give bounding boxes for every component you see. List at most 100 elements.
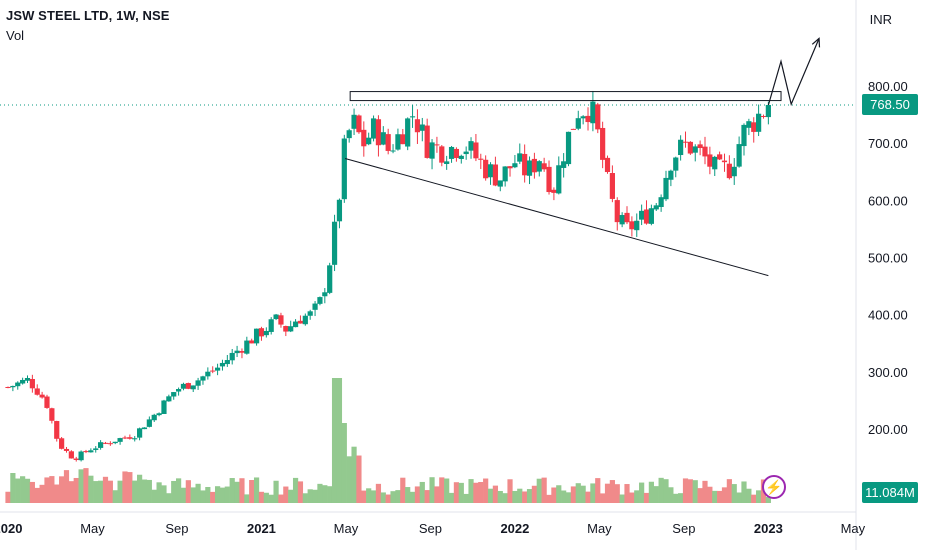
- candle-body: [268, 319, 274, 332]
- candle-body: [59, 438, 65, 449]
- y-tick-label: 300.00: [868, 365, 908, 380]
- volume-bar: [678, 493, 684, 503]
- volume-bar: [561, 490, 567, 503]
- candle-body: [741, 124, 747, 147]
- candle-body: [536, 161, 542, 172]
- candle-body: [570, 128, 576, 130]
- candle-body: [317, 297, 323, 304]
- candle-body: [10, 385, 16, 388]
- candle-body: [653, 205, 659, 210]
- x-tick-label: 2022: [500, 521, 529, 536]
- volume-bar: [619, 494, 625, 503]
- volume-bar: [171, 480, 177, 503]
- volume-bar: [112, 490, 118, 503]
- candle-body: [190, 385, 196, 390]
- volume-bar: [73, 477, 79, 503]
- volume-bar: [195, 483, 201, 503]
- x-tick-label: Sep: [419, 521, 442, 536]
- volume-bar: [10, 473, 16, 503]
- volume-bar: [614, 484, 620, 503]
- volume-bar: [463, 493, 469, 503]
- volume-bar: [595, 478, 601, 503]
- volume-bar: [278, 494, 284, 503]
- candle-body: [156, 413, 162, 416]
- candle-body: [756, 113, 762, 132]
- candle-body: [439, 146, 445, 163]
- volume-bar: [746, 488, 752, 503]
- volume-bar: [88, 475, 94, 503]
- candle-body: [600, 127, 606, 160]
- candle-body: [434, 144, 440, 146]
- volume-bar: [307, 489, 313, 503]
- candle-body: [180, 383, 187, 389]
- candle-body: [112, 441, 118, 444]
- candle-body: [614, 200, 620, 223]
- volume-bar: [517, 488, 523, 503]
- volume-bar: [68, 481, 74, 503]
- volume-bar: [405, 487, 411, 503]
- volume-bar: [214, 486, 221, 503]
- volume-bar: [400, 477, 406, 503]
- resistance-box: [349, 91, 782, 102]
- candle-body: [448, 146, 455, 159]
- candle-body: [609, 173, 615, 199]
- candle-body: [517, 153, 523, 162]
- volume-bar: [717, 490, 723, 503]
- volume-bar: [502, 493, 508, 503]
- volume-bar: [751, 494, 757, 503]
- candle-body: [219, 362, 226, 367]
- candle-body: [487, 164, 494, 178]
- volume-bar: [565, 492, 572, 503]
- candle-body: [39, 394, 45, 398]
- volume-bar: [205, 486, 211, 503]
- volume-bar: [497, 490, 503, 503]
- y-tick-label: 200.00: [868, 422, 908, 437]
- candle-body: [195, 380, 201, 386]
- x-tick-label: Sep: [672, 521, 695, 536]
- candle-body: [697, 144, 703, 149]
- candle-body: [380, 132, 386, 145]
- volume-bar: [151, 489, 157, 503]
- volume-bar: [244, 494, 250, 503]
- volume-bar: [590, 483, 596, 503]
- candle-body: [405, 118, 411, 147]
- volume-bar: [673, 493, 679, 503]
- candle-body: [166, 396, 172, 402]
- volume-bar: [24, 478, 31, 503]
- candle-body: [210, 370, 216, 372]
- volume-bar: [322, 485, 328, 503]
- volume-bar: [712, 490, 718, 503]
- candle-body: [239, 351, 245, 353]
- volume-bar: [629, 492, 635, 503]
- volume-bar: [39, 484, 45, 503]
- candle-body: [370, 118, 377, 139]
- volume-bar: [127, 472, 133, 503]
- volume-bar: [292, 477, 299, 503]
- projection-arrowhead: [811, 37, 821, 48]
- volume-bar: [361, 490, 367, 503]
- candle-body: [478, 158, 484, 160]
- candle-body: [117, 438, 123, 442]
- candle-body: [141, 427, 148, 430]
- volume-bar: [643, 492, 650, 503]
- candle-body: [595, 104, 601, 130]
- volume-bar: [156, 482, 162, 503]
- last-volume-badge: 11.084M: [862, 482, 918, 503]
- candle-body: [390, 150, 396, 152]
- volume-bar: [273, 480, 279, 503]
- candle-body: [678, 139, 684, 156]
- candle-body: [726, 163, 732, 179]
- volume-bar: [536, 478, 542, 503]
- volume-bar: [44, 477, 50, 503]
- volume-bar: [102, 476, 109, 503]
- candle-body: [395, 134, 401, 150]
- candle-body: [54, 421, 60, 439]
- volume-bar: [721, 487, 728, 503]
- lightning-bolt-icon[interactable]: ⚡: [762, 475, 786, 499]
- candle-body: [639, 210, 645, 220]
- symbol-title[interactable]: JSW STEEL LTD, 1W, NSE: [6, 8, 170, 23]
- volume-indicator-label[interactable]: Vol: [6, 28, 25, 43]
- last-price-badge: 768.50: [862, 94, 918, 115]
- volume-bar: [434, 486, 440, 503]
